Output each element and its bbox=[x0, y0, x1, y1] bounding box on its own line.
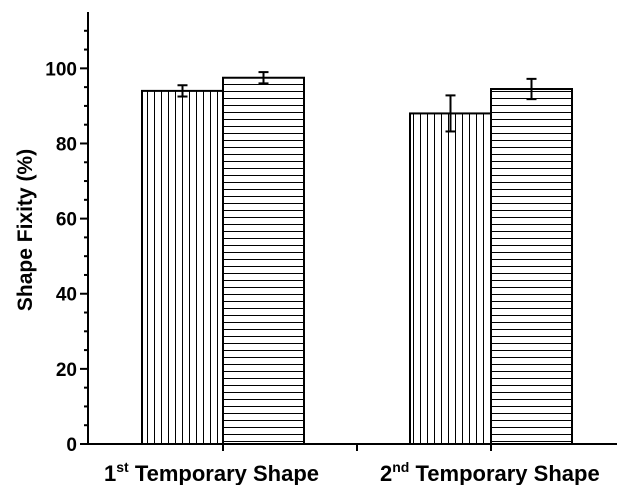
x-category-label: 2nd Temporary Shape bbox=[380, 459, 600, 485]
error-bar bbox=[177, 84, 188, 98]
y-tick-label: 0 bbox=[66, 435, 77, 456]
y-tick-label: 20 bbox=[56, 360, 77, 381]
x-category-label: 1st Temporary Shape bbox=[104, 459, 319, 485]
error-bar bbox=[258, 71, 269, 85]
error-bar bbox=[445, 94, 456, 133]
y-tick-label: 40 bbox=[56, 285, 77, 306]
y-tick-label: 60 bbox=[56, 210, 77, 231]
bar bbox=[409, 112, 492, 445]
ticks-layer: 0 20 40 60 80 100 bbox=[45, 29, 88, 456]
bars-layer bbox=[141, 71, 573, 445]
bar bbox=[490, 88, 573, 445]
y-tick-label: 100 bbox=[45, 59, 77, 80]
y-axis-label: Shape Fixity (%) bbox=[14, 149, 37, 311]
axes-layer bbox=[87, 12, 617, 451]
error-bar bbox=[526, 77, 537, 101]
y-tick-label: 80 bbox=[56, 134, 77, 155]
bar bbox=[222, 76, 305, 445]
x-labels-layer: 1st Temporary Shape 2nd Temporary Shape bbox=[104, 459, 600, 485]
bar bbox=[141, 89, 224, 445]
